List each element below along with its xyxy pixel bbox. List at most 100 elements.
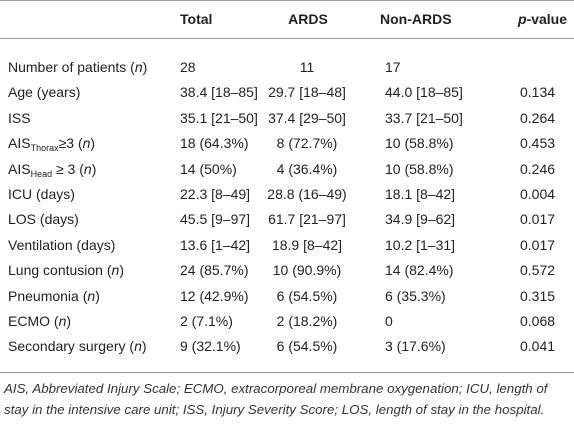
row-label-text: ≥3 ( (58, 135, 83, 152)
table-cell: 61.7 [21–97] (268, 211, 346, 228)
column-header: p-value (518, 10, 567, 28)
column-header: Total (180, 11, 213, 27)
table-cell: 3 (17.6%) (385, 338, 446, 355)
table-cell: 0.004 (520, 186, 556, 202)
row-label-text: Lung contusion ( (8, 262, 112, 279)
table-cell: 14 (50%) (180, 160, 237, 177)
table-cell: 18.9 [8–42] (271, 236, 343, 253)
row-label-text: LOS (days) (8, 211, 79, 228)
row-label: Secondary surgery (n) (8, 337, 147, 355)
row-label-subscript: Thorax (30, 143, 59, 154)
table-cell: 0.453 (520, 135, 556, 152)
row-label-text: ) (119, 262, 124, 279)
column-header: ARDS (288, 11, 328, 27)
table-cell: 34.9 [9–62] (385, 211, 456, 228)
row-label-italic: n (134, 338, 142, 355)
table-cell: 9 (32.1%) (180, 338, 241, 355)
table-cell: 10 (58.8%) (385, 160, 454, 177)
row-label: Ventilation (days) (8, 236, 115, 254)
row-label-italic: n (82, 135, 91, 152)
table-cell: 10 (58.8%) (385, 135, 454, 152)
row-label-text: ) (142, 59, 148, 75)
footnote: AIS, Abbreviated Injury Scale; ECMO, ext… (4, 381, 548, 417)
row-label: Pneumonia (n) (8, 287, 100, 305)
table-cell: 14 (82.4%) (385, 262, 454, 279)
column-header-text: -value (526, 11, 568, 27)
table-cell: 2 (18.2%) (276, 313, 338, 329)
table-cell: 6 (54.5%) (276, 287, 338, 304)
row-label-text: Secondary surgery ( (8, 338, 135, 355)
table-cell: 8 (72.7%) (276, 135, 338, 152)
table-cell: 37.4 [29–50] (268, 109, 346, 126)
row-label-italic: n (83, 160, 92, 177)
row-label-subscript: Head (30, 168, 53, 179)
table-cell: 38.4 [18–85] (180, 84, 258, 101)
table-cell: 18.1 [8–42] (385, 186, 456, 202)
row-label: ICU (days) (8, 185, 75, 203)
table-cell: 6 (35.3%) (385, 287, 446, 304)
row-label-text: ICU (days) (8, 186, 75, 202)
table-cell: 10 (90.9%) (272, 262, 342, 279)
table-cell: 12 (42.9%) (180, 287, 249, 304)
row-label: Number of patients (n) (8, 58, 147, 76)
row-label-italic: n (87, 287, 96, 304)
row-label-text: ) (66, 313, 72, 329)
row-label-text: Ventilation (days) (8, 236, 116, 253)
column-header-italic: p (518, 11, 527, 27)
table-cell: 18 (64.3%) (180, 135, 249, 152)
row-label-italic: n (134, 59, 143, 75)
table-cell: 0.134 (520, 84, 556, 101)
row-label-text: ) (95, 287, 100, 304)
table-cell: 28 (180, 59, 196, 75)
bottom-rule (0, 372, 574, 373)
row-label-text: Pneumonia ( (8, 287, 88, 304)
header-rule (0, 38, 574, 39)
row-label-italic: n (58, 313, 67, 329)
row-label: ECMO (n) (8, 312, 71, 330)
table-cell: 22.3 [8–49] (180, 186, 251, 202)
table-cell: 28.8 (16–49) (267, 186, 347, 202)
row-label: Age (years) (8, 83, 80, 101)
table-cell: 0.315 (520, 287, 556, 304)
row-label: AISHead ≥ 3 (n) (8, 160, 97, 179)
row-label-text: AIS (8, 160, 31, 177)
table-cell: 10.2 [1–31] (385, 236, 456, 253)
row-label-italic: n (111, 262, 120, 279)
table-cell: 0.017 (520, 211, 556, 228)
table-cell: 44.0 [18–85] (385, 84, 463, 101)
row-label: Lung contusion (n) (8, 261, 124, 279)
table-cell: 4 (36.4%) (276, 160, 338, 177)
row-label-text: ) (141, 338, 147, 355)
table-cell: 35.1 [21–50] (180, 109, 258, 126)
table-cell: 33.7 [21–50] (385, 109, 463, 126)
row-label: LOS (days) (8, 210, 79, 228)
table-cell: 0 (385, 313, 393, 329)
row-label-text: Number of patients ( (8, 59, 135, 75)
table-cell: 29.7 [18–48] (268, 84, 346, 101)
row-label-text: AIS (8, 135, 31, 152)
row-label: ISS (8, 109, 31, 127)
row-label-text: ) (90, 135, 96, 152)
top-rule (0, 0, 574, 1)
column-header: Non-ARDS (380, 11, 452, 27)
table-cell: 45.5 [9–97] (180, 211, 251, 228)
row-label-text: ECMO ( (8, 313, 59, 329)
table-cell: 0.041 (520, 338, 556, 355)
row-label: AISThorax≥3 (n) (8, 134, 96, 154)
table-cell: 0.017 (520, 236, 556, 253)
row-label-text: ) (91, 160, 97, 177)
table-cell: 0.572 (520, 262, 556, 279)
table-cell: 24 (85.7%) (180, 262, 249, 279)
table-cell: 0.264 (520, 109, 556, 126)
table-cell: 0.068 (520, 313, 556, 329)
row-label-text: ISS (8, 109, 31, 126)
table-cell: 17 (385, 59, 401, 75)
table-cell: 11 (299, 59, 315, 75)
row-label-text: ≥ 3 ( (52, 160, 84, 177)
table-cell: 13.6 [1–42] (180, 236, 251, 253)
table-cell: 2 (7.1%) (180, 313, 233, 329)
table-cell: 6 (54.5%) (276, 338, 338, 355)
row-label-text: Age (years) (8, 84, 81, 101)
table-cell: 0.246 (520, 160, 556, 177)
